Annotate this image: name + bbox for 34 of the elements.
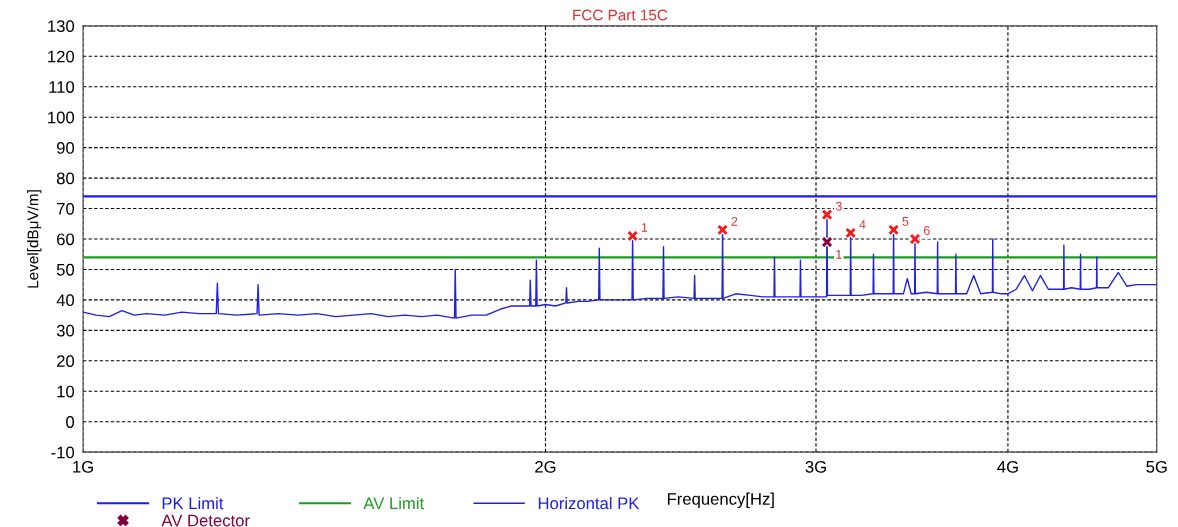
y-tick-label: 20 bbox=[57, 355, 75, 368]
legend-label: AV Detector bbox=[161, 514, 250, 527]
chart-title: FCC Part 15C bbox=[573, 9, 668, 21]
x-tick-label: 5G bbox=[1146, 460, 1167, 473]
y-tick-label: 100 bbox=[48, 111, 75, 124]
y-axis-title: Level[dBμV/m] bbox=[27, 190, 42, 288]
y-tick-label: 50 bbox=[56, 263, 75, 276]
x-tick-label: 2G bbox=[535, 460, 556, 473]
annotation: 4 bbox=[859, 220, 866, 229]
x-tick-label: 4G bbox=[997, 460, 1018, 473]
y-tick-label: 130 bbox=[48, 20, 75, 33]
y-tick-label: -10 bbox=[51, 446, 75, 459]
legend-label: Horizontal PK bbox=[538, 497, 640, 510]
annotation: 3 bbox=[835, 201, 842, 211]
x-tick-label: 1G bbox=[73, 460, 93, 473]
annotation: 1 bbox=[641, 223, 648, 232]
annotation: 5 bbox=[902, 217, 909, 226]
y-tick-label: 110 bbox=[49, 81, 75, 93]
y-tick-label: 80 bbox=[56, 172, 75, 185]
y-tick-label: 10 bbox=[57, 385, 75, 398]
x-tick-label: 3G bbox=[805, 460, 826, 473]
legend-label: PK Limit bbox=[162, 497, 224, 510]
legend-label: AV Limit bbox=[363, 497, 425, 510]
y-tick-label: 0 bbox=[66, 416, 75, 428]
y-tick-label: 120 bbox=[48, 50, 75, 63]
y-tick-label: 60 bbox=[57, 233, 75, 246]
x-axis-title: Frequency[Hz] bbox=[667, 492, 774, 509]
y-tick-label: 70 bbox=[57, 202, 75, 215]
annotation: 6 bbox=[923, 226, 930, 235]
y-tick-label: 90 bbox=[56, 142, 75, 154]
y-tick-label: 40 bbox=[56, 294, 75, 307]
annotation: 1 bbox=[836, 250, 842, 259]
annotation: 2 bbox=[731, 216, 738, 226]
y-tick-label: 30 bbox=[56, 324, 75, 337]
